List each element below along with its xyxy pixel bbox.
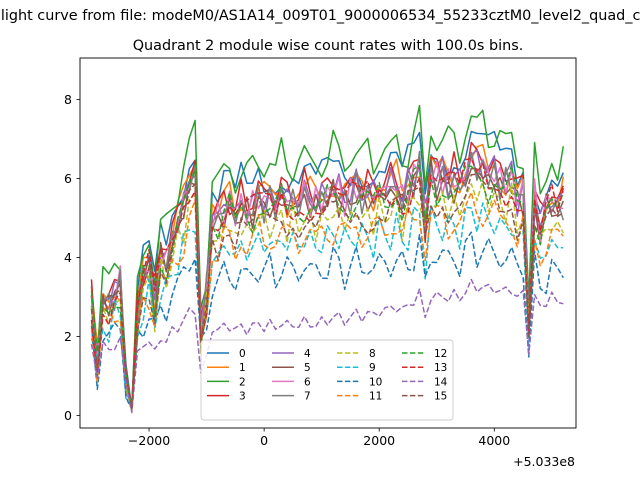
legend-entry: 14 (402, 376, 448, 388)
x-tick-label: 4000 (478, 433, 510, 448)
legend-label: 8 (369, 348, 376, 360)
legend-label: 1 (239, 362, 246, 374)
y-tick-label: 6 (64, 171, 72, 186)
legend-label: 7 (304, 391, 311, 403)
y-tick-label: 0 (64, 408, 72, 423)
legend-label: 2 (239, 376, 246, 388)
series-line-11 (90, 191, 564, 411)
series-line-9 (90, 202, 564, 408)
legend-entry: 8 (337, 348, 376, 360)
legend-entry: 13 (402, 362, 447, 374)
series-line-0 (90, 130, 564, 410)
series-line-8 (90, 179, 564, 409)
legend-label: 6 (304, 376, 311, 388)
legend-label: 14 (434, 376, 448, 388)
legend-label: 3 (239, 391, 246, 403)
x-tick-label: 2000 (363, 433, 395, 448)
legend-entry: 11 (337, 391, 382, 403)
legend-entry: 7 (272, 391, 311, 403)
y-axis-ticks: 0 2 4 6 8 (64, 92, 80, 423)
legend-box (200, 339, 454, 421)
legend-entry: 10 (337, 376, 382, 388)
legend-label: 10 (369, 376, 382, 388)
legend-label: 12 (434, 348, 447, 360)
y-tick-label: 4 (64, 250, 72, 265)
x-tick-label: 0 (260, 433, 268, 448)
legend-entry: 12 (402, 348, 447, 360)
legend-entry: 0 (207, 348, 246, 360)
legend-label: 4 (304, 348, 311, 360)
series-line-15 (90, 173, 564, 410)
series-line-5 (90, 158, 564, 407)
series-line-2 (90, 104, 565, 407)
series-line-14 (90, 278, 564, 414)
legend-entry: 6 (272, 376, 311, 388)
y-tick-label: 8 (64, 92, 72, 107)
y-tick-label: 2 (64, 329, 72, 344)
legend-label: 11 (369, 391, 382, 403)
legend-entry: 1 (207, 362, 246, 374)
legend-entry: 3 (207, 391, 246, 403)
legend-label: 0 (239, 348, 246, 360)
legend-entry: 9 (337, 362, 376, 374)
chart-title: Quadrant 2 module wise count rates with … (133, 38, 524, 54)
legend-entry: 5 (272, 362, 311, 374)
legend-label: 15 (434, 391, 447, 403)
legend-entry: 15 (402, 391, 447, 403)
legend-label: 13 (434, 362, 447, 374)
x-tick-label: −2000 (128, 433, 170, 448)
axes-frame (79, 57, 577, 429)
legend-label: 5 (304, 362, 311, 374)
series-layer (90, 104, 565, 414)
x-offset-label: +5.033e8 (513, 454, 575, 469)
legend-entry: 4 (272, 348, 311, 360)
figure-suptitle: Plotting light curve from file: modeM0/A… (0, 8, 640, 24)
series-line-13 (90, 157, 565, 409)
legend-label: 9 (369, 362, 376, 374)
series-line-12 (90, 164, 565, 409)
legend-entry: 2 (207, 376, 246, 388)
series-line-10 (90, 231, 564, 411)
x-axis-ticks: −2000 0 2000 4000 (128, 428, 510, 448)
